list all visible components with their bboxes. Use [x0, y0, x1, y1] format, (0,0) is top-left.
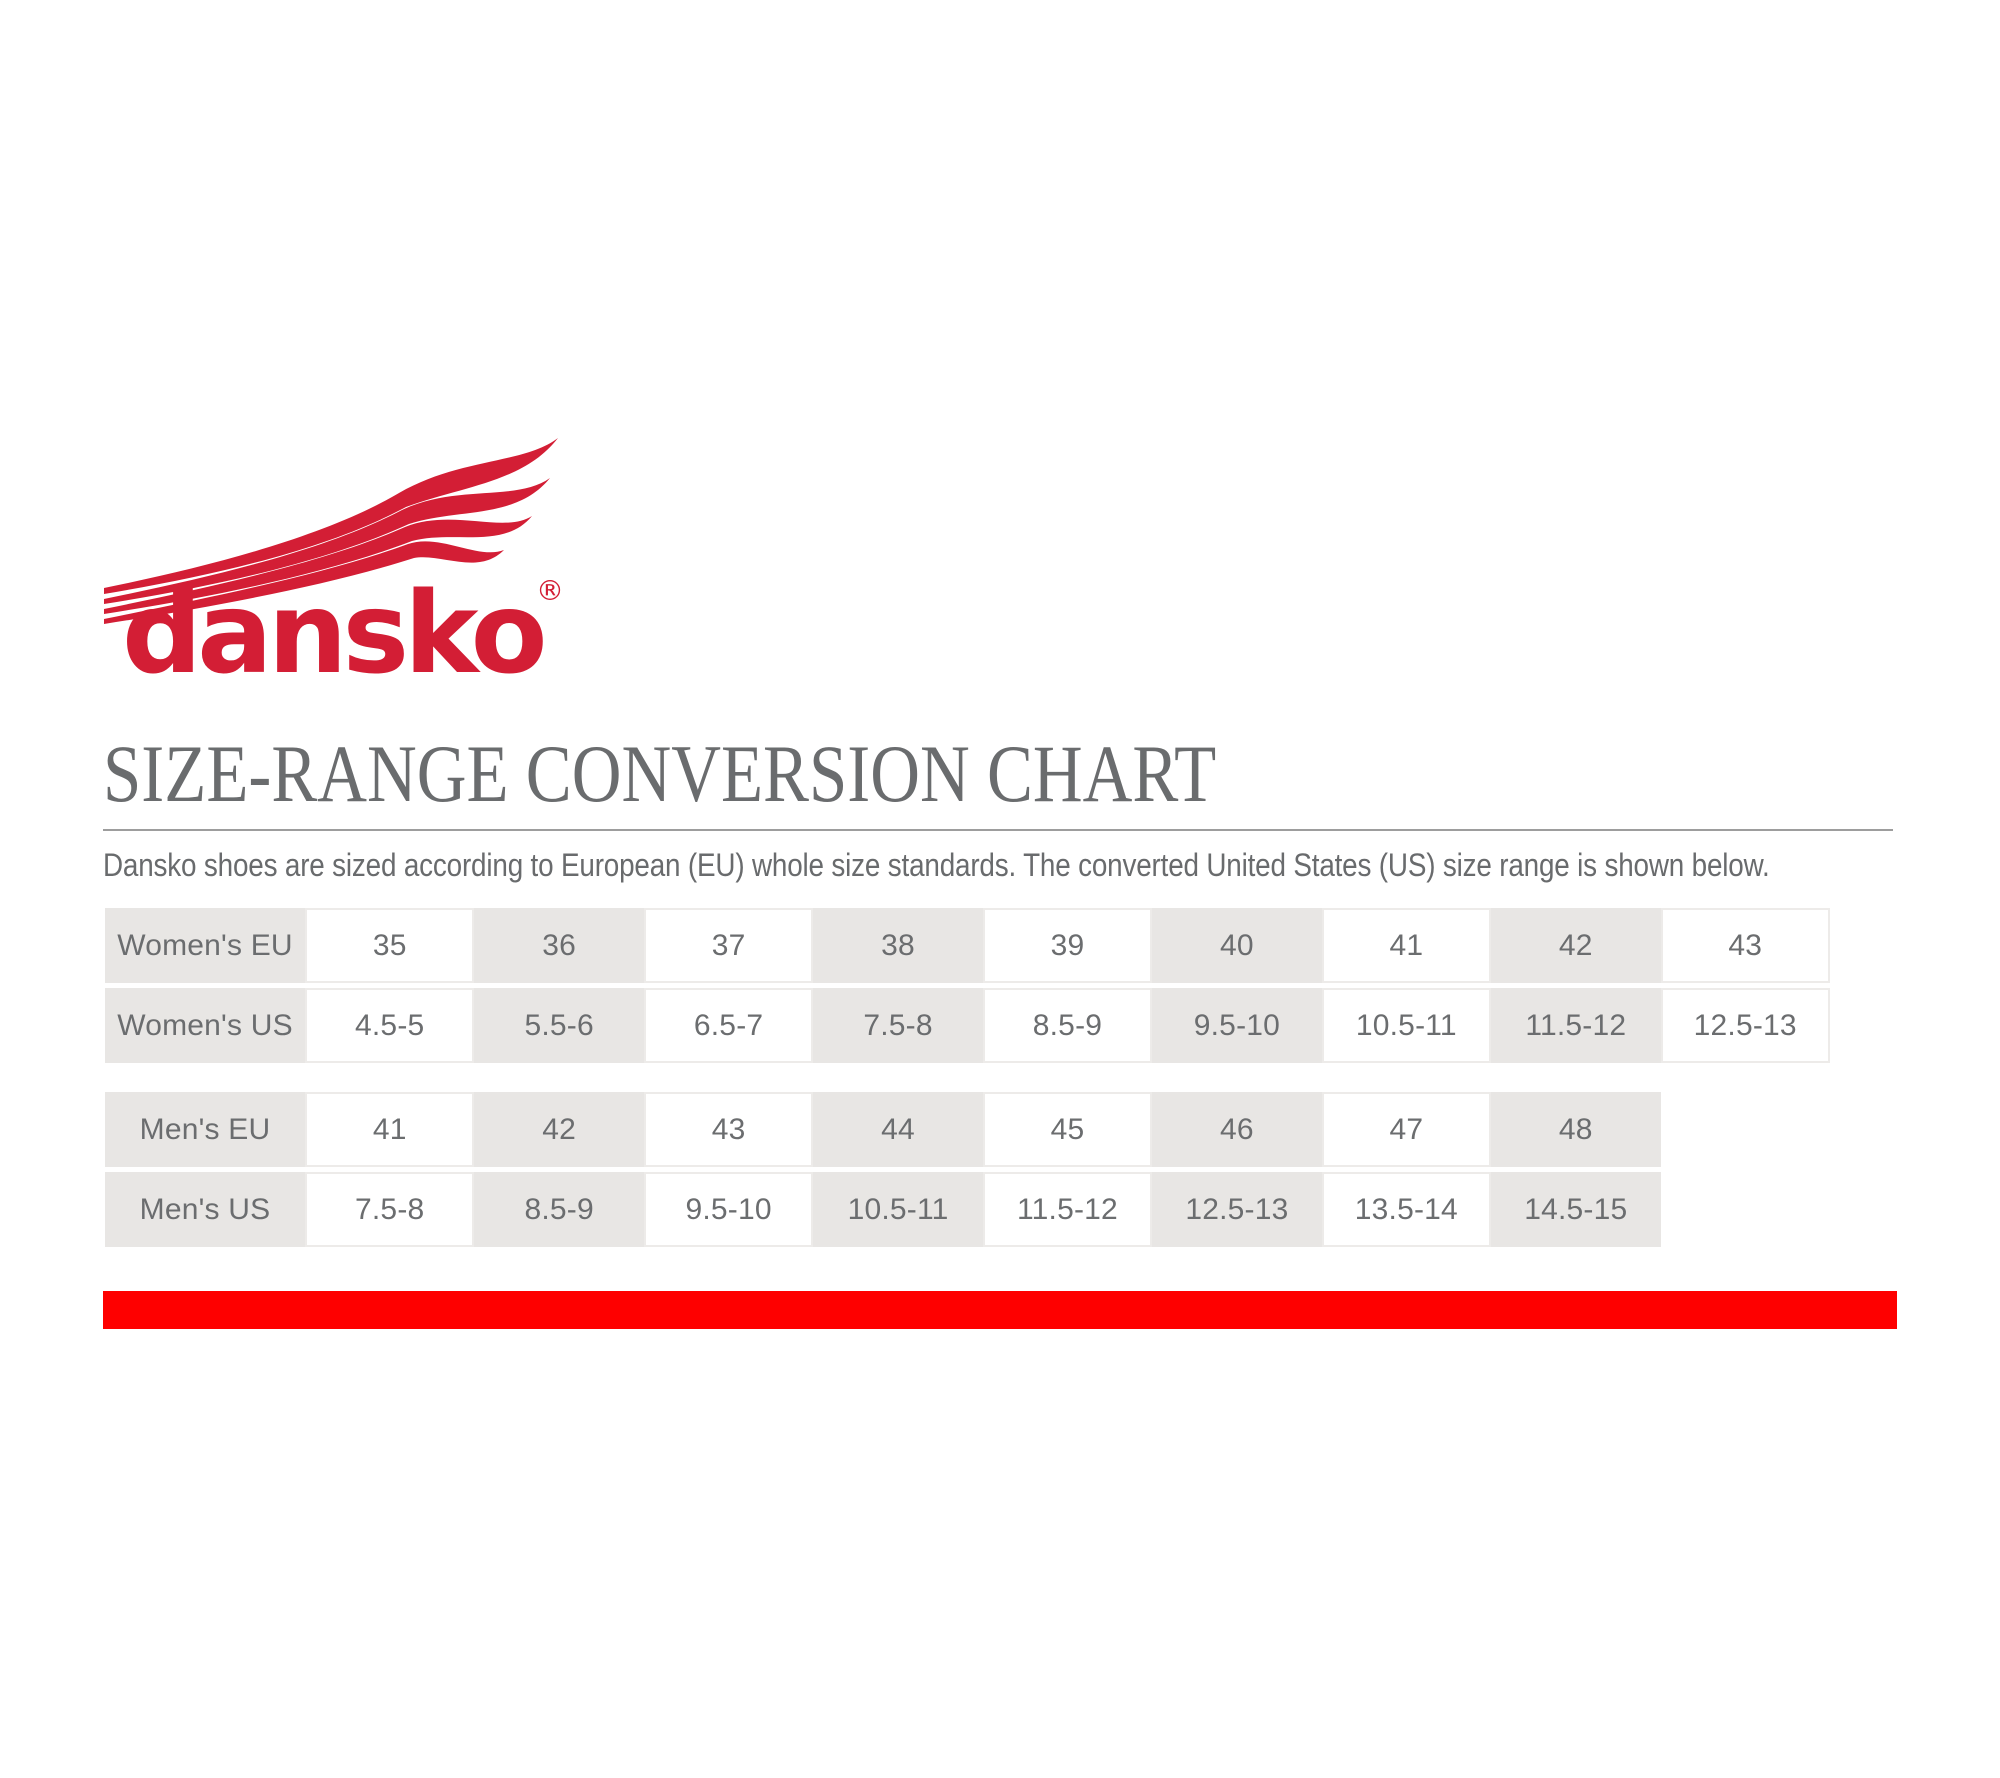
size-cell: 42	[474, 1092, 644, 1167]
size-cell: 9.5-10	[1152, 988, 1322, 1063]
logo-swoosh-icon	[104, 438, 558, 624]
size-cell: 44	[813, 1092, 983, 1167]
size-cell: 35	[305, 908, 475, 983]
size-cell: 7.5-8	[305, 1172, 475, 1247]
size-cell: 6.5-7	[643, 988, 814, 1063]
size-cell: 38	[813, 908, 983, 983]
mens-size-table: Men's EU 41 42 43 44 45 46 47 48 Men's U…	[105, 1092, 1830, 1247]
mens-us-row: Men's US 7.5-8 8.5-9 9.5-10 10.5-11 11.5…	[105, 1172, 1830, 1247]
size-cell: 12.5-13	[1152, 1172, 1322, 1247]
row-label: Women's EU	[105, 908, 305, 983]
size-cell: 10.5-11	[1321, 988, 1492, 1063]
size-cell: 8.5-9	[474, 1172, 644, 1247]
size-cell: 48	[1491, 1092, 1661, 1167]
subtitle: Dansko shoes are sized according to Euro…	[103, 847, 1770, 883]
logo-wordmark: dansko	[122, 569, 544, 699]
size-cell: 39	[982, 908, 1153, 983]
size-cell: 5.5-6	[474, 988, 644, 1063]
size-cell: 9.5-10	[643, 1172, 814, 1247]
size-cell-empty	[1661, 1172, 1830, 1247]
size-cell: 47	[1321, 1092, 1492, 1167]
row-label: Women's US	[105, 988, 305, 1063]
size-cell: 11.5-12	[982, 1172, 1153, 1247]
size-cell: 41	[1321, 908, 1492, 983]
row-label: Men's US	[105, 1172, 305, 1247]
size-cell: 10.5-11	[813, 1172, 983, 1247]
womens-size-table: Women's EU 35 36 37 38 39 40 41 42 43 Wo…	[105, 908, 1830, 1063]
row-label: Men's EU	[105, 1092, 305, 1167]
mens-eu-row: Men's EU 41 42 43 44 45 46 47 48	[105, 1092, 1830, 1167]
size-cell: 43	[1660, 908, 1830, 983]
size-cell: 42	[1491, 908, 1661, 983]
size-cell: 40	[1152, 908, 1322, 983]
size-cell: 8.5-9	[982, 988, 1153, 1063]
size-cell: 45	[982, 1092, 1153, 1167]
page-title: SIZE-RANGE CONVERSION CHART	[103, 728, 1217, 819]
registered-trademark-icon: ®	[536, 574, 564, 607]
size-cell: 46	[1152, 1092, 1322, 1167]
footer-red-bar	[103, 1291, 1897, 1329]
size-cell: 4.5-5	[305, 988, 475, 1063]
size-cell: 14.5-15	[1491, 1172, 1661, 1247]
size-cell: 43	[643, 1092, 814, 1167]
size-cell: 11.5-12	[1491, 988, 1661, 1063]
womens-us-row: Women's US 4.5-5 5.5-6 6.5-7 7.5-8 8.5-9…	[105, 988, 1830, 1063]
womens-eu-row: Women's EU 35 36 37 38 39 40 41 42 43	[105, 908, 1830, 983]
size-cell: 41	[305, 1092, 475, 1167]
size-cell: 12.5-13	[1660, 988, 1830, 1063]
size-cell: 7.5-8	[813, 988, 983, 1063]
size-cell: 37	[643, 908, 814, 983]
dansko-logo: dansko ®	[104, 438, 564, 699]
size-cell: 13.5-14	[1321, 1172, 1492, 1247]
title-divider	[103, 829, 1893, 831]
size-cell-empty	[1661, 1092, 1830, 1167]
size-cell: 36	[474, 908, 644, 983]
